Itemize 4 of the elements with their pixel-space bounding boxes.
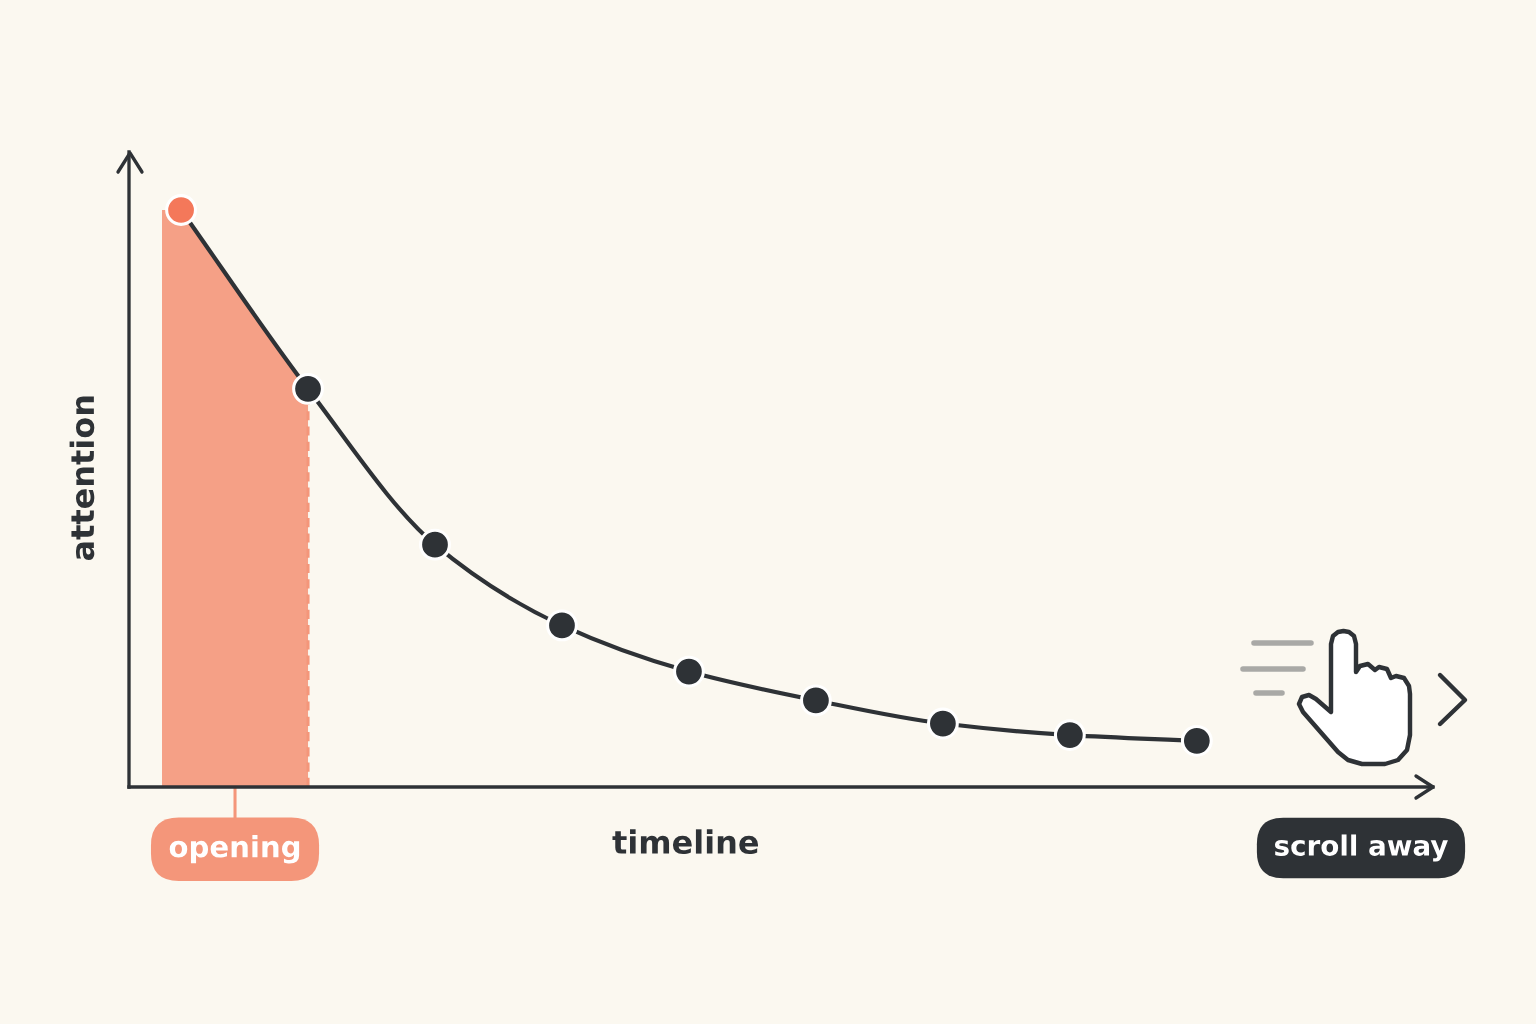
text: scroll away bbox=[1274, 834, 1448, 862]
x-axis-title: timeline bbox=[612, 829, 758, 855]
text: opening bbox=[169, 835, 300, 864]
y-axis-title: attention bbox=[69, 396, 95, 561]
